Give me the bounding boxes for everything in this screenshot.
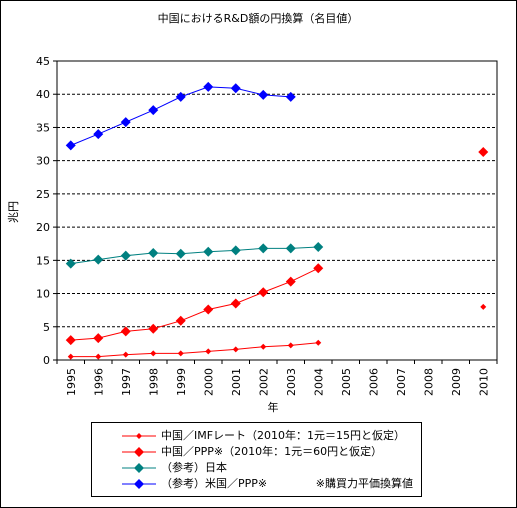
x-tick-label: 2002 xyxy=(257,368,270,396)
y-tick-label: 45 xyxy=(36,55,50,68)
data-point-marker xyxy=(232,346,239,353)
y-tick-label: 20 xyxy=(36,221,50,234)
data-point-marker xyxy=(120,326,131,337)
series-layer xyxy=(65,81,489,360)
x-tick-label: 2006 xyxy=(367,368,380,396)
legend-label: （参考）米国／PPP※ xyxy=(161,477,268,490)
x-tick-labels: 1995 1996 1997 1998 1999 2000 2001 2002 2003 2004… xyxy=(65,368,491,396)
data-point-marker xyxy=(122,351,129,358)
data-point-marker xyxy=(203,304,214,315)
x-tick-label: 1999 xyxy=(175,368,188,396)
legend-symbol-china-ppp xyxy=(122,447,156,457)
data-point-marker xyxy=(203,81,214,92)
data-point-marker xyxy=(120,250,131,261)
legend-symbol-usa xyxy=(122,479,156,489)
chart-title: 中国におけるR&D額の円換算（名目値） xyxy=(158,11,359,25)
legend-symbol-china-imf xyxy=(122,433,156,439)
y-tick-label: 15 xyxy=(36,254,50,267)
x-tick-label: 2000 xyxy=(202,368,215,396)
data-point-marker xyxy=(95,353,102,360)
data-point-marker xyxy=(205,348,212,355)
legend-label: 中国／PPP※（2010年：1元＝60円と仮定） xyxy=(161,445,383,458)
data-point-marker xyxy=(175,91,186,102)
data-point-marker xyxy=(285,243,296,254)
data-point-marker xyxy=(285,276,296,287)
x-tick-label: 2010 xyxy=(477,368,490,396)
data-point-marker xyxy=(285,91,296,102)
data-point-marker xyxy=(287,342,294,349)
legend-symbol-japan xyxy=(122,463,156,473)
data-point-marker xyxy=(230,83,241,94)
plot-area xyxy=(56,60,498,361)
data-point-marker xyxy=(93,333,104,344)
data-point-marker xyxy=(177,350,184,357)
y-tick-label: 25 xyxy=(36,188,50,201)
data-point-marker xyxy=(65,258,76,269)
x-tick-label: 2009 xyxy=(450,368,463,396)
y-tick-label: 35 xyxy=(36,121,50,134)
legend-entry-china-ppp: 中国／PPP※（2010年：1元＝60円と仮定） xyxy=(92,444,421,460)
x-axis-label: 年 xyxy=(268,400,279,414)
data-point-marker xyxy=(313,242,324,253)
data-point-marker xyxy=(258,287,269,298)
y-tick-label: 5 xyxy=(43,321,50,334)
legend-note: ※購買力平価換算値 xyxy=(315,477,413,490)
legend-entry-usa: （参考）米国／PPP※ ※購買力平価換算値 xyxy=(92,476,421,492)
data-point-marker xyxy=(230,245,241,256)
data-point-marker xyxy=(315,339,322,346)
y-tick-label: 40 xyxy=(36,88,50,101)
data-point-marker xyxy=(93,129,104,140)
data-point-marker xyxy=(258,89,269,100)
data-point-marker-2010 xyxy=(480,303,487,310)
legend-entry-japan: （参考）日本 xyxy=(92,460,421,476)
data-point-marker xyxy=(65,335,76,346)
y-tick-label: 30 xyxy=(36,155,50,168)
grid-lines xyxy=(53,60,498,364)
legend: 中国／IMFレート（2010年：1元＝15円と仮定） 中国／PPP※（2010年… xyxy=(91,422,422,497)
x-tick-label: 2005 xyxy=(340,368,353,396)
series-line-1 xyxy=(70,267,319,341)
y-tick-label: 0 xyxy=(43,354,50,367)
data-point-marker xyxy=(67,353,74,360)
data-point-marker xyxy=(93,254,104,265)
x-tick-label: 1997 xyxy=(120,368,133,396)
legend-label: （参考）日本 xyxy=(161,461,227,474)
x-tick-label: 2008 xyxy=(422,368,435,396)
y-tick-label: 10 xyxy=(36,288,50,301)
series-line-2 xyxy=(70,246,319,265)
data-point-marker xyxy=(65,140,76,151)
legend-entry-china-imf: 中国／IMFレート（2010年：1元＝15円と仮定） xyxy=(92,428,421,444)
data-point-marker xyxy=(175,248,186,259)
y-axis-label: 兆円 xyxy=(7,201,20,223)
x-tick-label: 1998 xyxy=(147,368,160,396)
data-point-marker xyxy=(230,298,241,309)
series-line-0 xyxy=(70,342,319,358)
x-tick-label: 2007 xyxy=(395,368,408,396)
data-point-marker xyxy=(120,117,131,128)
data-point-marker xyxy=(148,248,159,259)
y-tick-labels: 0 5 10 15 20 25 30 35 40 45 xyxy=(36,55,50,367)
data-point-marker xyxy=(313,263,324,274)
data-point-marker xyxy=(203,246,214,257)
data-point-marker xyxy=(260,343,267,350)
x-tick-label: 1996 xyxy=(92,368,105,396)
data-point-marker-2010 xyxy=(478,147,489,158)
data-point-marker xyxy=(258,243,269,254)
data-point-marker xyxy=(150,350,157,357)
x-tick-label: 2004 xyxy=(312,368,325,396)
data-point-marker xyxy=(148,105,159,116)
data-point-marker xyxy=(148,323,159,334)
x-tick-label: 1995 xyxy=(65,368,78,396)
legend-label: 中国／IMFレート（2010年：1元＝15円と仮定） xyxy=(161,429,406,442)
x-tick-label: 2003 xyxy=(285,368,298,396)
data-point-marker xyxy=(175,315,186,326)
x-tick-label: 2001 xyxy=(230,368,243,396)
